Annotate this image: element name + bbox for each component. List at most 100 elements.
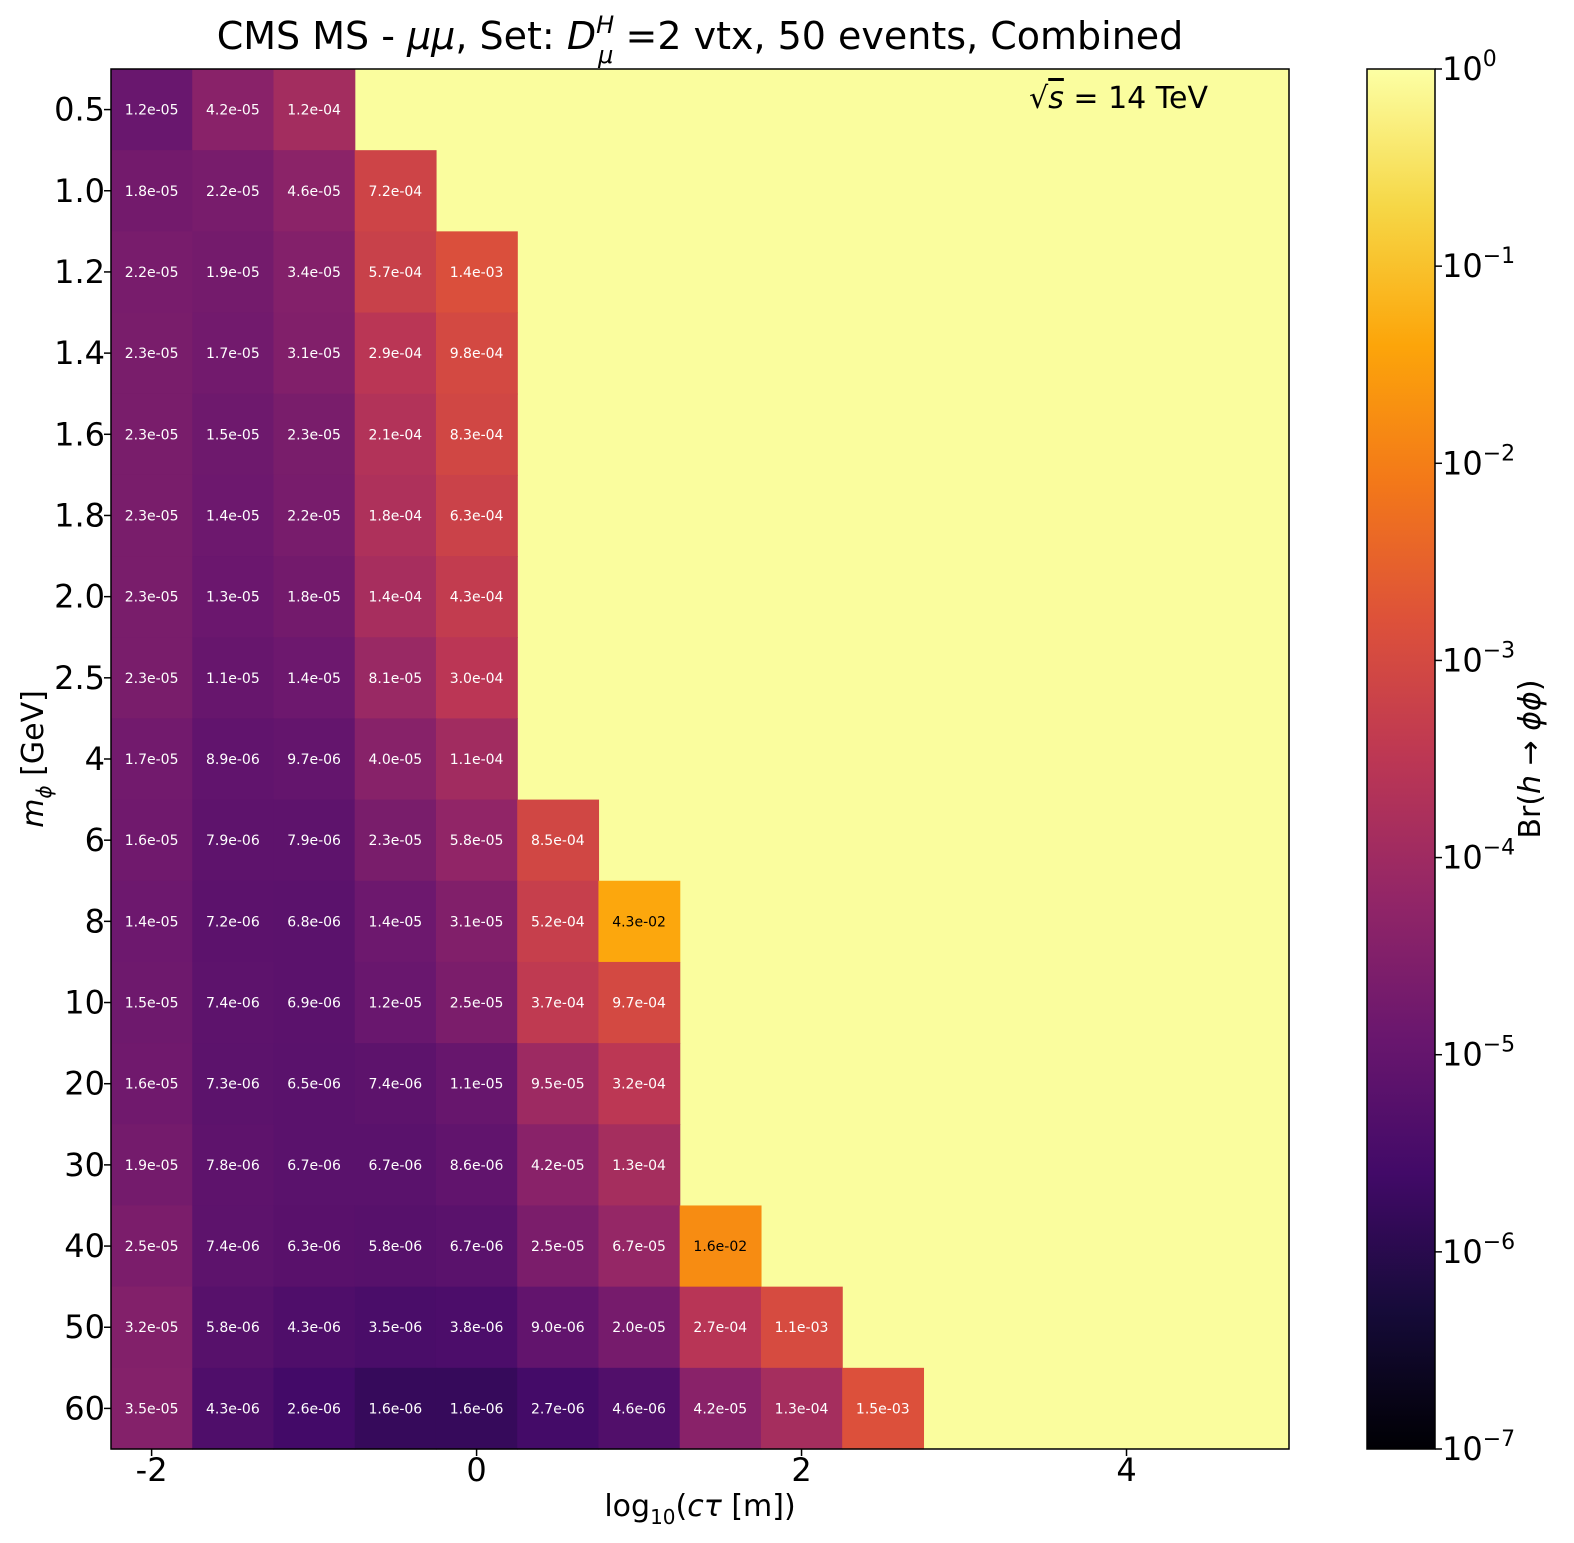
heatmap-cell-label: 5.8e-05 — [450, 833, 504, 849]
heatmap-cell-label: 4.3e-06 — [206, 1401, 260, 1417]
heatmap-cell-label: 1.6e-05 — [125, 1077, 179, 1093]
heatmap-cell-label: 7.8e-06 — [206, 1158, 260, 1174]
heatmap-cell — [111, 474, 193, 557]
heatmap-cell-label: 2.2e-05 — [125, 265, 179, 281]
heatmap-cell — [273, 312, 356, 395]
heatmap-cell-label: 7.4e-06 — [206, 1239, 260, 1255]
heatmap-cell — [111, 961, 193, 1044]
heatmap-cell-label: 8.1e-05 — [368, 671, 422, 687]
heatmap-cell-label: 9.8e-04 — [450, 346, 504, 362]
heatmap-cell — [760, 1367, 843, 1450]
heatmap-cell-label: 2.3e-05 — [125, 427, 179, 443]
heatmap-cell-label: 1.4e-04 — [368, 590, 422, 606]
y-tick-label: 2.0 — [54, 578, 105, 616]
heatmap-cell-label: 1.6e-05 — [125, 833, 179, 849]
heatmap-cell-label: 2.0e-05 — [612, 1320, 666, 1336]
heatmap-cell-label: 1.3e-04 — [612, 1158, 666, 1174]
heatmap-cell-label: 4.2e-05 — [693, 1401, 747, 1417]
heatmap-cell — [435, 556, 518, 638]
y-tick-label: 60 — [64, 1389, 105, 1427]
heatmap-cell-label: 3.0e-04 — [450, 671, 504, 687]
heatmap-cell-label: 5.7e-04 — [368, 265, 422, 281]
heatmap-cell — [192, 1124, 275, 1207]
heatmap-cell-label: 8.5e-04 — [531, 833, 585, 849]
heatmap-cell-label: 2.9e-04 — [368, 346, 422, 362]
heatmap-cell — [598, 1367, 681, 1450]
heatmap-cell-label: 1.3e-04 — [775, 1401, 829, 1417]
y-tick-label: 0.5 — [54, 91, 105, 129]
heatmap-cell-label: 4.6e-06 — [612, 1401, 666, 1417]
heatmap-cell-label: 1.1e-03 — [775, 1320, 829, 1336]
heatmap-cell — [354, 556, 437, 638]
colorbar-tick-label: 10−2 — [1442, 441, 1515, 482]
heatmap-cell — [111, 1043, 193, 1125]
heatmap-cell — [273, 69, 356, 151]
heatmap-cell-label: 1.4e-05 — [125, 914, 179, 930]
heatmap-cell — [273, 880, 356, 963]
heatmap-cell — [111, 1205, 193, 1288]
heatmap-cell — [435, 312, 518, 395]
y-tick-label: 1.2 — [54, 253, 105, 291]
heatmap-cell-label: 6.7e-05 — [612, 1239, 666, 1255]
heatmap-cell-label: 9.7e-04 — [612, 996, 666, 1012]
heatmap-cell — [760, 1286, 843, 1369]
heatmap-cell-label: 3.4e-05 — [287, 265, 341, 281]
heatmap-cell — [598, 1286, 681, 1369]
plot-area: 1.2e-05 4.2e-05 1.2e-04 1.8e-05 2.2e-05 4.6e-… — [110, 68, 1290, 1450]
heatmap-cell-label: 9.5e-05 — [531, 1077, 585, 1093]
heatmap-cell-label: 2.2e-05 — [206, 184, 260, 200]
heatmap-cell-label: 2.3e-05 — [125, 508, 179, 524]
y-tick-label: 40 — [64, 1227, 105, 1265]
heatmap-cell — [111, 150, 193, 232]
heatmap-cell-label: 3.5e-06 — [368, 1320, 422, 1336]
y-tick-label: 8 — [85, 902, 105, 940]
heatmap-cell-label: 1.2e-04 — [287, 103, 341, 119]
heatmap-cell-label: 7.4e-06 — [368, 1077, 422, 1093]
heatmap-cell — [598, 961, 681, 1044]
heatmap-cell — [273, 1286, 356, 1369]
heatmap-cell-label: 1.4e-05 — [206, 508, 260, 524]
heatmap-cell — [273, 637, 356, 720]
heatmap-cell-label: 1.5e-05 — [125, 996, 179, 1012]
heatmap-cell-label: 1.4e-05 — [368, 914, 422, 930]
heatmap-cell-label: 1.7e-05 — [125, 752, 179, 768]
heatmap-cell — [111, 1367, 193, 1450]
heatmap-cell-label: 1.1e-05 — [450, 1077, 504, 1093]
heatmap-cell — [273, 231, 356, 314]
heatmap-cell-label: 3.1e-05 — [450, 914, 504, 930]
heatmap-cell-label: 2.6e-06 — [287, 1401, 341, 1417]
heatmap-cell — [192, 69, 275, 151]
heatmap-cell-label: 7.2e-06 — [206, 914, 260, 930]
heatmap-cell — [111, 393, 193, 476]
heatmap-cell — [354, 312, 437, 395]
heatmap-cell-label: 6.8e-06 — [287, 914, 341, 930]
heatmap-cell-label: 1.6e-06 — [450, 1401, 504, 1417]
heatmap-cell — [354, 1205, 437, 1288]
heatmap-cell-label: 9.7e-06 — [287, 752, 341, 768]
heatmap-cells — [111, 69, 925, 1450]
heatmap-cell — [517, 961, 600, 1044]
heatmap-cell — [354, 1124, 437, 1207]
heatmap-cell — [842, 1367, 925, 1450]
heatmap-cell — [111, 799, 193, 882]
heatmap-cell-label: 2.2e-05 — [287, 508, 341, 524]
colorbar-tick-label: 10−4 — [1442, 836, 1515, 877]
heatmap-cell — [111, 231, 193, 314]
heatmap-cell — [192, 393, 275, 476]
y-tick-label: 1.0 — [54, 172, 105, 210]
x-tick-label: 2 — [791, 1451, 811, 1489]
colorbar: 100 10−1 10−2 10−3 10−4 10−5 10−6 10−7 Br(h → ϕ… — [1366, 47, 1548, 1468]
heatmap-cell-labels: 1.2e-05 4.2e-05 1.2e-04 1.8e-05 2.2e-05 4.6e-… — [125, 103, 910, 1418]
heatmap-cell-label: 3.2e-04 — [612, 1077, 666, 1093]
heatmap-cell-label: 4.2e-05 — [531, 1158, 585, 1174]
heatmap-cell — [517, 799, 600, 882]
heatmap-cell-label: 1.6e-02 — [693, 1239, 747, 1255]
heatmap-cell — [273, 961, 356, 1044]
y-tick-label: 20 — [64, 1065, 105, 1103]
heatmap-cell — [192, 1205, 275, 1288]
heatmap-cell-label: 6.3e-04 — [450, 508, 504, 524]
heatmap-cell — [273, 1043, 356, 1125]
heatmap-cell-label: 2.3e-05 — [125, 346, 179, 362]
heatmap-cell — [354, 880, 437, 963]
